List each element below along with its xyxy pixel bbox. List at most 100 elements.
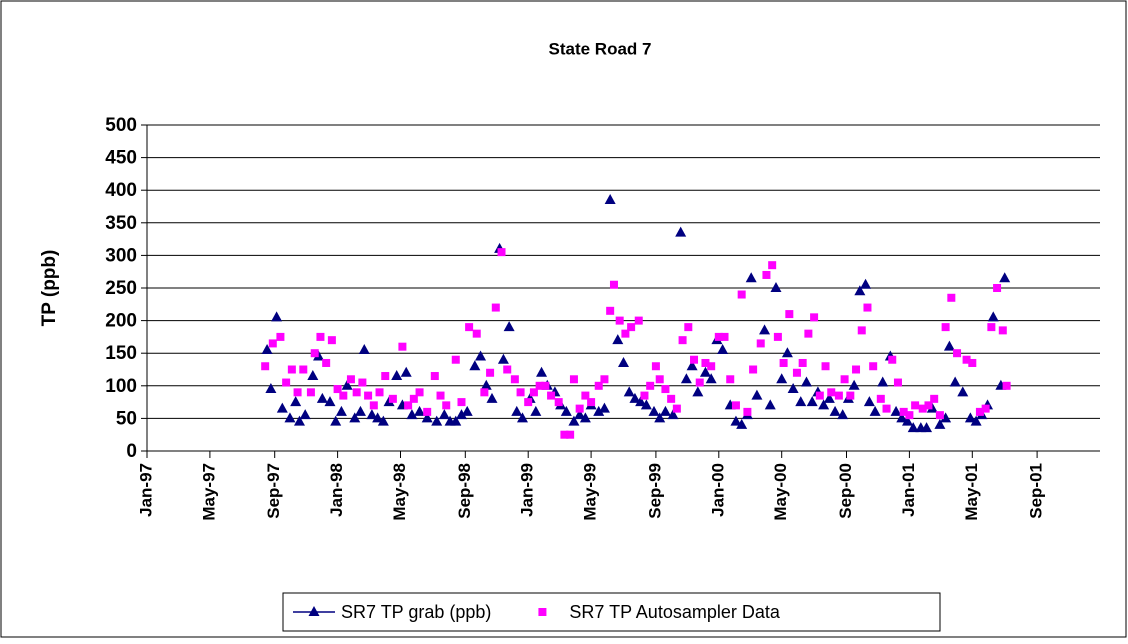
data-point (787, 383, 799, 394)
data-point (935, 411, 944, 420)
data-point (536, 366, 548, 377)
data-point (455, 409, 467, 420)
data-point (882, 404, 891, 413)
data-point (792, 368, 801, 377)
data-point (598, 402, 610, 413)
data-point (661, 385, 670, 394)
data-point (726, 375, 735, 384)
data-point (893, 378, 902, 387)
data-point (804, 329, 813, 338)
data-point (330, 415, 342, 426)
data-point (503, 365, 512, 374)
data-point (877, 376, 889, 387)
x-tick-label: Sep-01 (1027, 463, 1046, 519)
data-point (852, 365, 861, 374)
x-tick-label: May-98 (390, 463, 409, 521)
x-tick-label: May-99 (581, 463, 600, 521)
data-point (821, 362, 830, 371)
data-point (364, 391, 373, 400)
legend-marker (308, 606, 320, 616)
data-point (623, 386, 635, 397)
data-point (287, 365, 296, 374)
y-tick-label: 150 (105, 343, 137, 364)
data-point (349, 412, 361, 423)
data-point (921, 422, 933, 433)
data-point (999, 272, 1011, 283)
data-point (409, 394, 418, 403)
data-point (594, 381, 603, 390)
data-point (730, 415, 742, 426)
data-point (560, 430, 569, 439)
data-point (451, 355, 460, 364)
y-tick-label: 250 (105, 278, 137, 299)
y-tick-label: 450 (105, 148, 137, 169)
data-point (857, 326, 866, 335)
data-point (968, 358, 977, 367)
data-point (575, 404, 584, 413)
data-point (659, 405, 671, 416)
data-point (569, 375, 578, 384)
data-point (764, 399, 776, 410)
data-point (672, 404, 681, 413)
data-point (667, 394, 676, 403)
data-point (358, 378, 367, 387)
x-tick-label: May-01 (962, 463, 981, 521)
data-point (469, 360, 481, 371)
data-point (554, 398, 563, 407)
data-point (827, 388, 836, 397)
data-point (987, 311, 999, 322)
y-tick-label: 500 (105, 115, 137, 136)
data-point (276, 332, 285, 341)
data-point (837, 409, 849, 420)
data-point (316, 332, 325, 341)
data-point (621, 329, 630, 338)
data-point (745, 272, 757, 283)
y-tick-label: 0 (126, 441, 137, 462)
data-point (901, 415, 913, 426)
y-axis-label: TP (ppb) (39, 250, 60, 327)
data-point (568, 415, 580, 426)
data-point (756, 339, 765, 348)
data-point (282, 378, 291, 387)
data-point (695, 378, 704, 387)
data-point (398, 342, 407, 351)
chart-title: State Road 7 (549, 39, 652, 58)
data-point (773, 332, 782, 341)
data-point (431, 415, 443, 426)
data-point (888, 355, 897, 364)
data-point (863, 303, 872, 312)
data-point (962, 355, 971, 364)
data-point (372, 412, 384, 423)
data-point (779, 358, 788, 367)
data-point (798, 358, 807, 367)
data-point (306, 388, 315, 397)
data-point (276, 402, 288, 413)
data-point (486, 368, 495, 377)
data-point (423, 407, 432, 416)
data-point (731, 401, 740, 410)
data-point (680, 373, 692, 384)
data-point (690, 355, 699, 364)
data-point (810, 313, 819, 322)
y-tick-label: 300 (105, 245, 137, 266)
data-point (854, 285, 866, 296)
data-point (751, 389, 763, 400)
data-point (640, 391, 649, 400)
x-tick-label: Jan-00 (708, 463, 727, 517)
data-point (346, 375, 355, 384)
data-point (388, 394, 397, 403)
data-point (579, 412, 591, 423)
data-point (957, 386, 969, 397)
data-point (430, 372, 439, 381)
data-point (530, 405, 542, 416)
data-point (646, 381, 655, 390)
data-point (465, 323, 474, 332)
data-point (635, 396, 647, 407)
data-point (574, 409, 586, 420)
data-point (627, 323, 636, 332)
data-point (911, 401, 920, 410)
data-point (271, 311, 283, 322)
data-point (829, 405, 841, 416)
